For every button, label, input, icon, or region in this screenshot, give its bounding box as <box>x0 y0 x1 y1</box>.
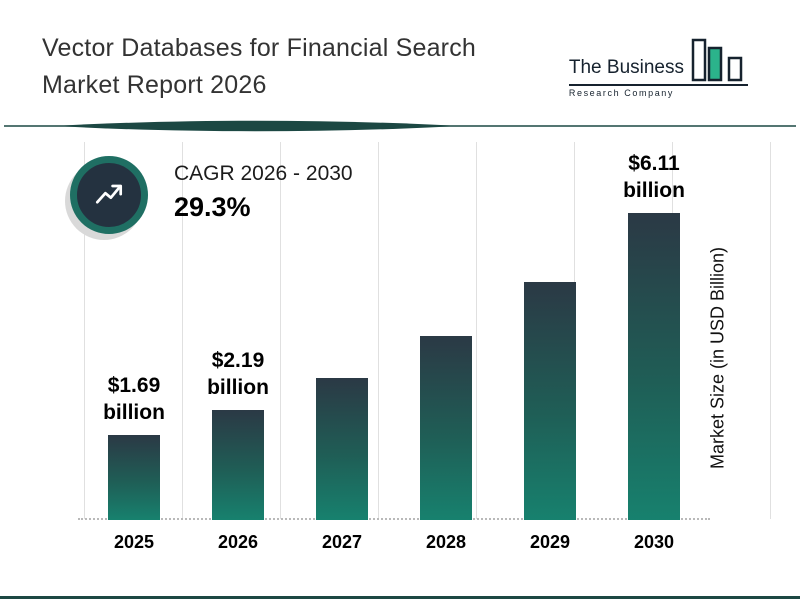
bar-2029 <box>524 282 576 520</box>
logo-subname: Research Company <box>568 88 675 98</box>
x-tick-2029: 2029 <box>529 532 571 552</box>
bar-value-label-2026: $2.19 billion <box>207 349 269 399</box>
x-tick-2030: 2030 <box>633 532 675 552</box>
bar-2027 <box>316 378 368 520</box>
bar-group-2029: 2029 <box>500 282 600 554</box>
gridline <box>770 142 771 519</box>
divider-swoosh <box>4 120 796 132</box>
bars-row: $1.69 billion 2025 $2.19 billion 2026 2027 2028… <box>84 150 704 554</box>
x-tick-2028: 2028 <box>425 532 467 552</box>
bar-group-2026: $2.19 billion 2026 <box>188 347 288 554</box>
title-line-2: Market Report 2026 <box>42 71 267 99</box>
x-tick-2026: 2026 <box>217 532 259 552</box>
bar-group-2030: $6.11 billion 2030 <box>604 150 704 554</box>
cagr-text: CAGR 2026 - 2030 29.3% <box>174 162 353 223</box>
y-axis-label: Market Size (in USD Billion) <box>707 246 728 470</box>
bar-2026 <box>212 410 264 520</box>
company-logo: The Business Research Company <box>568 36 748 98</box>
bottom-accent-line <box>0 596 800 599</box>
logo-name: The Business <box>568 57 684 78</box>
x-axis-baseline <box>78 518 710 520</box>
title-line-1: Vector Databases for Financial Search <box>42 34 477 62</box>
bar-2025 <box>108 435 160 520</box>
cagr-badge: CAGR 2026 - 2030 29.3% <box>70 156 353 234</box>
page-title: Vector Databases for Financial Search Ma… <box>42 30 476 104</box>
bar-group-2028: 2028 <box>396 336 496 554</box>
bar-value-label-2025: $1.69 billion <box>103 374 165 424</box>
bar-group-2027: 2027 <box>292 378 392 554</box>
logo-top-row: The Business <box>568 36 748 86</box>
x-tick-2027: 2027 <box>321 532 363 552</box>
bar-value-label-2030: $6.11 billion <box>623 152 685 202</box>
bar-group-2025: $1.69 billion 2025 <box>84 372 184 554</box>
bar-chart-logo-icon <box>691 38 743 82</box>
cagr-label: CAGR 2026 - 2030 <box>174 162 353 185</box>
bar-2030 <box>628 213 680 520</box>
bar-2028 <box>420 336 472 520</box>
cagr-value: 29.3% <box>174 192 251 222</box>
x-tick-2025: 2025 <box>113 532 155 552</box>
trend-up-icon <box>70 156 148 234</box>
